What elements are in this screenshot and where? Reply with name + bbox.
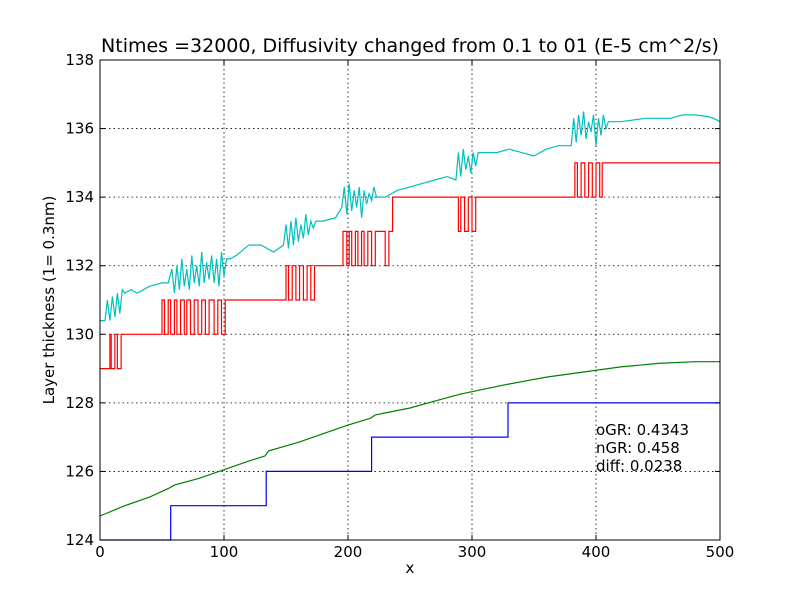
axes-frame	[99, 59, 721, 541]
annotation-ngr: nGR: 0.458	[596, 439, 680, 457]
grid	[100, 60, 720, 540]
y-tick-label: 136	[65, 120, 94, 138]
series-line-cyan	[100, 111, 721, 322]
y-tick-label: 128	[65, 394, 94, 412]
y-tick-label: 130	[65, 325, 94, 343]
y-tick-label: 132	[65, 257, 94, 275]
y-tick-label: 126	[65, 462, 94, 480]
y-tick-label: 124	[65, 531, 94, 549]
annotation-ogr: oGR: 0.4343	[596, 421, 689, 439]
series-line-green	[99, 361, 720, 517]
x-tick-label: 100	[210, 543, 239, 561]
stats-annotation: oGR: 0.4343 nGR: 0.458 diff: 0.0238	[596, 421, 689, 475]
series-line-blue	[100, 402, 720, 541]
y-tick-label: 138	[65, 51, 94, 69]
x-tick-label: 400	[582, 543, 611, 561]
y-axis-label: Layer thickness (1= 0.3nm)	[40, 196, 58, 405]
plot-area	[99, 111, 721, 541]
chart-title: Ntimes =32000, Diffusivity changed from …	[101, 35, 719, 57]
x-tick-label: 0	[95, 543, 105, 561]
x-tick-label: 500	[706, 543, 735, 561]
series-line-red	[100, 162, 720, 370]
axis-ticks: 0 100 200 300 400 500 124 126 128 130 132 134 136 138	[65, 51, 734, 561]
x-tick-label: 200	[334, 543, 363, 561]
x-tick-label: 300	[458, 543, 487, 561]
y-tick-label: 134	[65, 188, 94, 206]
annotation-diff: diff: 0.0238	[596, 457, 682, 475]
x-axis-label: x	[406, 559, 415, 577]
